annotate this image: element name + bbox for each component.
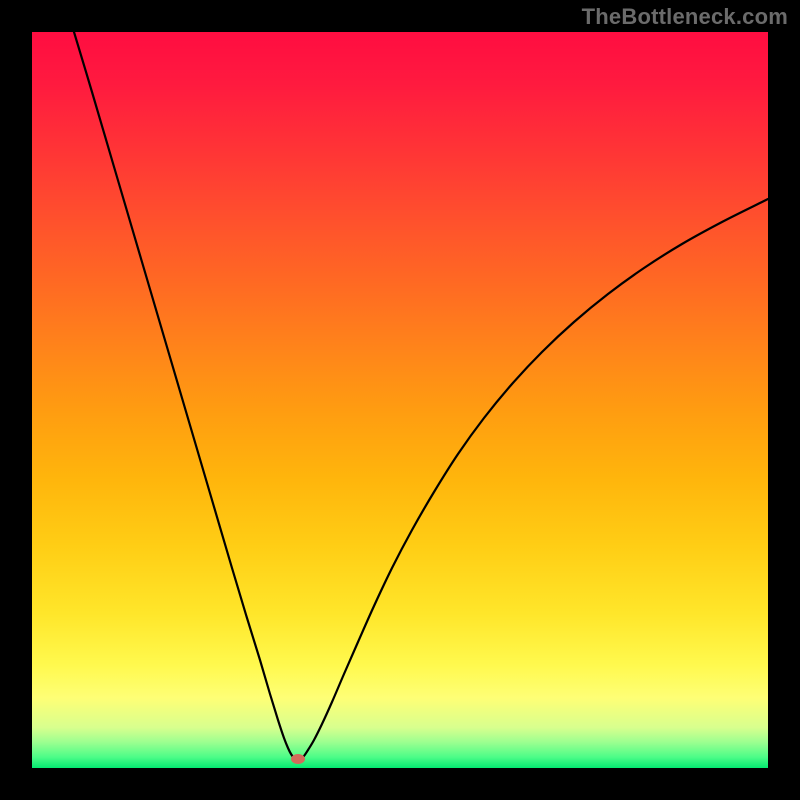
plot-area bbox=[32, 32, 768, 768]
outer-frame: TheBottleneck.com bbox=[0, 0, 800, 800]
watermark-label: TheBottleneck.com bbox=[582, 4, 788, 30]
curve-left-branch bbox=[74, 32, 297, 760]
curve-layer bbox=[32, 32, 768, 768]
valley-marker bbox=[291, 754, 305, 764]
curve-right-branch bbox=[300, 199, 768, 760]
